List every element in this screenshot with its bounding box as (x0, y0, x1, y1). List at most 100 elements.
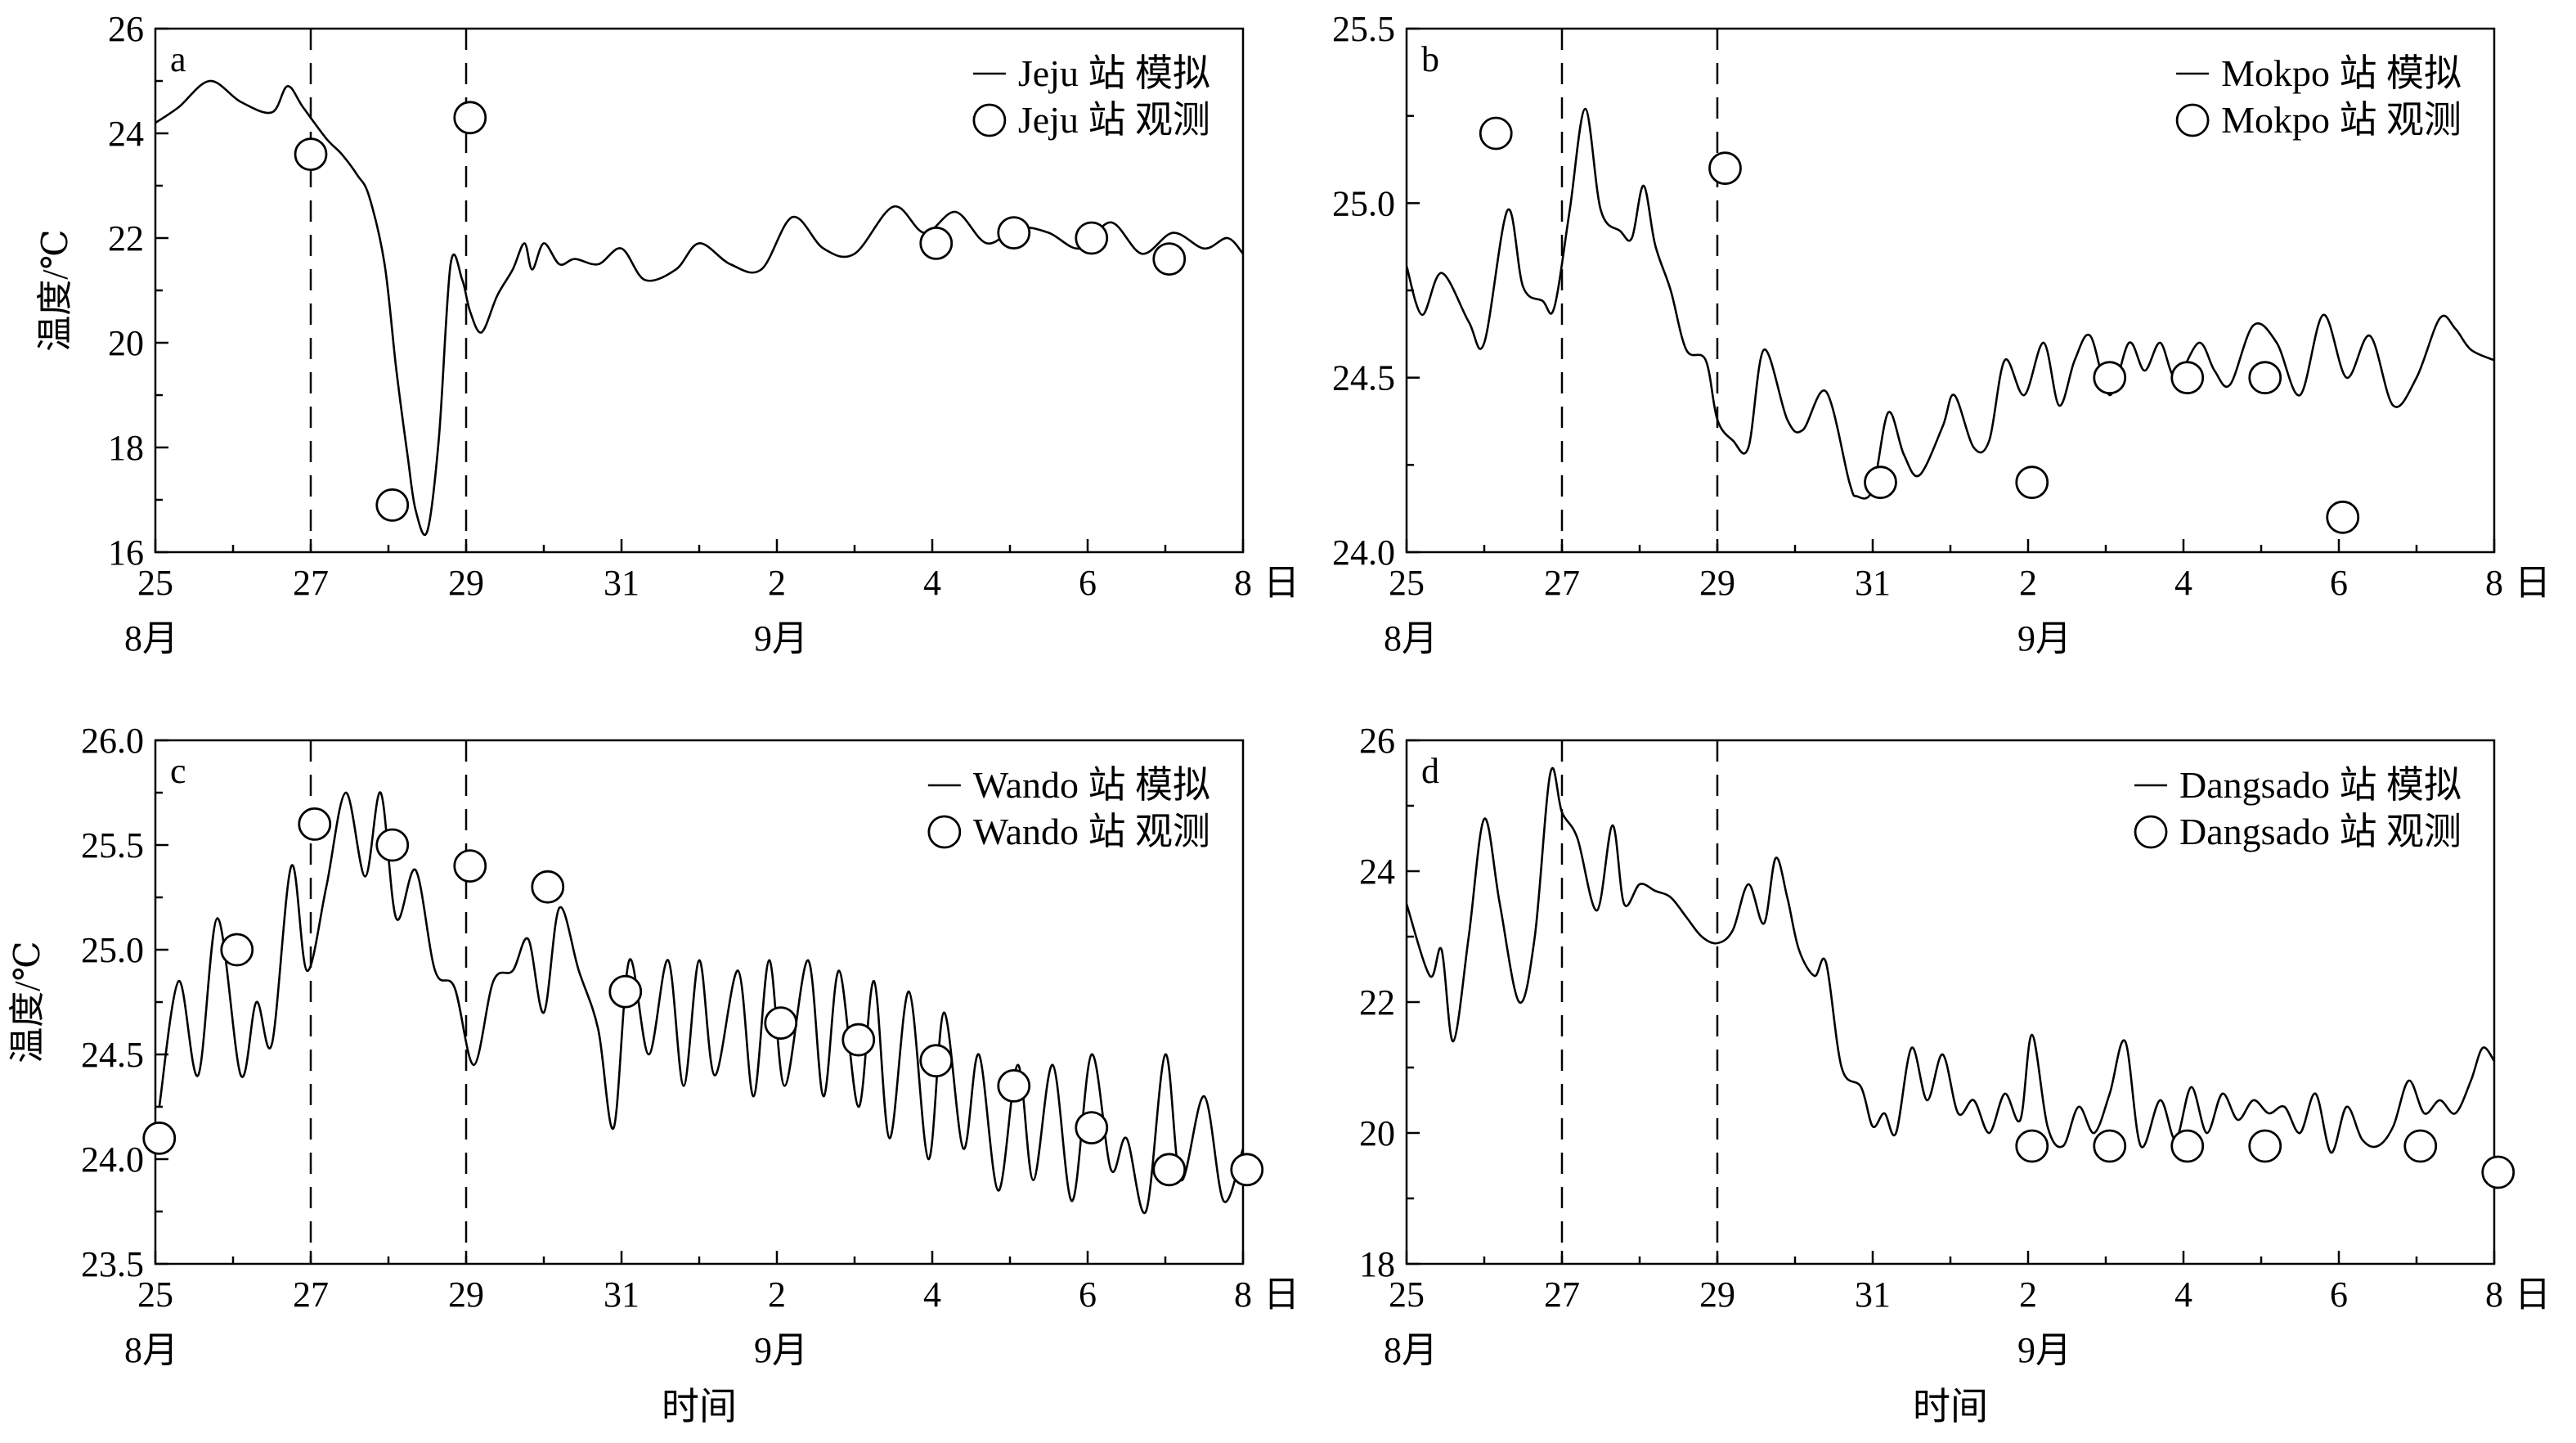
legend-label-a-1: Jeju 站 观测 (1018, 99, 1210, 141)
series-group-c (158, 791, 1243, 1215)
obs-point-d-2 (2170, 1129, 2205, 1163)
x-tick-label-d-0: 25 (1389, 1274, 1425, 1315)
y-tick-label-d-3: 24 (1359, 852, 1395, 892)
obs-point-c-4 (453, 849, 487, 883)
y-tick-label-d-1: 20 (1359, 1113, 1395, 1153)
obs-point-d-3 (2248, 1129, 2282, 1163)
legend-label-b-1: Mokpo 站 观测 (2221, 99, 2462, 141)
x-tick-label-a-7: 8 (1234, 563, 1252, 603)
obs-point-b-0 (1479, 116, 1513, 151)
panel-label-a: a (170, 39, 186, 79)
y-tick-label-c-3: 25.0 (81, 930, 144, 970)
y-tick-label-a-2: 20 (108, 323, 144, 363)
series-group-b (1407, 107, 2494, 500)
obs-point-b-2 (1864, 465, 1897, 500)
panel-label-c: c (170, 751, 186, 791)
obs-point-c-10 (997, 1069, 1031, 1103)
y-axis-title-top: 温度/℃ (35, 229, 75, 351)
y-tick-label-c-0: 23.5 (81, 1244, 144, 1284)
obs-point-c-5 (531, 870, 565, 904)
x-tick-label-b-3: 31 (1855, 563, 1891, 603)
y-tick-label-d-0: 18 (1359, 1244, 1395, 1284)
obs-point-c-1 (220, 933, 254, 967)
model-line-a (155, 79, 1243, 537)
x-tick-label-c-6: 6 (1079, 1274, 1097, 1315)
obs-point-c-12 (1152, 1153, 1187, 1187)
obs-point-b-4 (2093, 361, 2127, 395)
x-tick-label-d-1: 27 (1544, 1274, 1580, 1315)
obs-point-d-1 (2093, 1129, 2127, 1163)
panel-label-d: d (1421, 751, 1439, 791)
month-label-aug-c: 8月 (124, 1330, 178, 1370)
x-tick-label-b-6: 6 (2330, 563, 2348, 603)
x-tick-label-b-2: 29 (1699, 563, 1735, 603)
x-tick-label-c-2: 29 (448, 1274, 484, 1315)
y-tick-label-a-4: 24 (108, 114, 144, 154)
obs-point-d-0 (2015, 1129, 2049, 1163)
x-tick-label-d-3: 31 (1855, 1274, 1891, 1315)
legend-label-a-0: Jeju 站 模拟 (1018, 52, 1210, 94)
model-line-c (158, 791, 1243, 1215)
obs-point-a-2 (453, 101, 487, 135)
x-tick-label-c-1: 27 (293, 1274, 329, 1315)
y-tick-label-c-5: 26.0 (81, 721, 144, 761)
y-tick-label-c-2: 24.5 (81, 1035, 144, 1075)
model-line-d (1407, 766, 2494, 1154)
legend-label-d-0: Dangsado 站 模拟 (2179, 764, 2462, 806)
obs-point-c-0 (142, 1122, 177, 1155)
month-label-sep-b: 9月 (2017, 618, 2071, 659)
day-suffix-d: 日 (2515, 1274, 2551, 1315)
x-tick-label-d-2: 29 (1699, 1274, 1735, 1315)
x-tick-label-b-1: 27 (1544, 563, 1580, 603)
x-tick-label-a-2: 29 (448, 563, 484, 603)
legend-circle-swatch-c (927, 815, 962, 849)
x-tick-label-d-5: 4 (2174, 1274, 2192, 1315)
month-label-aug-a: 8月 (124, 618, 178, 659)
y-tick-label-c-4: 25.5 (81, 825, 144, 865)
x-tick-label-c-5: 4 (923, 1274, 941, 1315)
x-tick-label-c-4: 2 (768, 1274, 786, 1315)
month-label-sep-c: 9月 (754, 1330, 808, 1370)
obs-point-c-8 (841, 1023, 876, 1057)
y-tick-label-b-2: 25.0 (1332, 183, 1395, 223)
x-tick-label-b-0: 25 (1389, 563, 1425, 603)
obs-point-c-2 (298, 807, 332, 841)
x-tick-label-d-4: 2 (2019, 1274, 2037, 1315)
obs-point-d-5 (2481, 1155, 2515, 1189)
x-tick-label-c-3: 31 (604, 1274, 640, 1315)
obs-point-a-0 (294, 137, 328, 172)
x-tick-label-b-7: 8 (2485, 563, 2503, 603)
x-tick-label-d-7: 8 (2485, 1274, 2503, 1315)
legend-circle-swatch-b (2175, 103, 2210, 137)
obs-point-c-7 (764, 1006, 798, 1040)
legend-label-d-1: Dangsado 站 观测 (2179, 811, 2462, 852)
month-label-sep-a: 9月 (754, 618, 808, 659)
x-tick-label-a-6: 6 (1079, 563, 1097, 603)
obs-point-c-11 (1075, 1111, 1109, 1144)
panel-c: 25 27 29 31 2 4 6 8 23.5 24.0 24.5 25.0 25.5 26.0 c Wan… (81, 721, 1264, 1315)
obs-point-c-13 (1230, 1153, 1264, 1187)
y-tick-label-b-1: 24.5 (1332, 358, 1395, 398)
legend-label-c-1: Wando 站 观测 (973, 811, 1210, 852)
x-tick-label-a-1: 27 (293, 563, 329, 603)
legend-circle-swatch-a (972, 103, 1007, 137)
x-axis-title-d: 时间 (1913, 1386, 1988, 1427)
panel-label-b: b (1421, 39, 1439, 79)
obs-point-b-7 (2326, 500, 2360, 534)
series-group-d (1407, 766, 2494, 1154)
obs-point-a-5 (1075, 221, 1109, 255)
x-tick-label-a-4: 2 (768, 563, 786, 603)
y-tick-label-a-5: 26 (108, 9, 144, 49)
day-suffix-c: 日 (1263, 1274, 1299, 1315)
model-line-b (1407, 107, 2494, 500)
day-suffix-b: 日 (2515, 563, 2551, 603)
y-tick-label-d-2: 22 (1359, 982, 1395, 1023)
obs-point-a-3 (919, 226, 954, 260)
legend-circle-swatch-d (2134, 815, 2168, 849)
panel-b: 25 27 29 31 2 4 6 8 24.0 24.5 25.0 25.5 b Mokpo 站 模拟 M… (1332, 9, 2503, 603)
y-axis-title-bottom: 温度/℃ (7, 941, 47, 1063)
x-tick-label-a-3: 31 (604, 563, 640, 603)
